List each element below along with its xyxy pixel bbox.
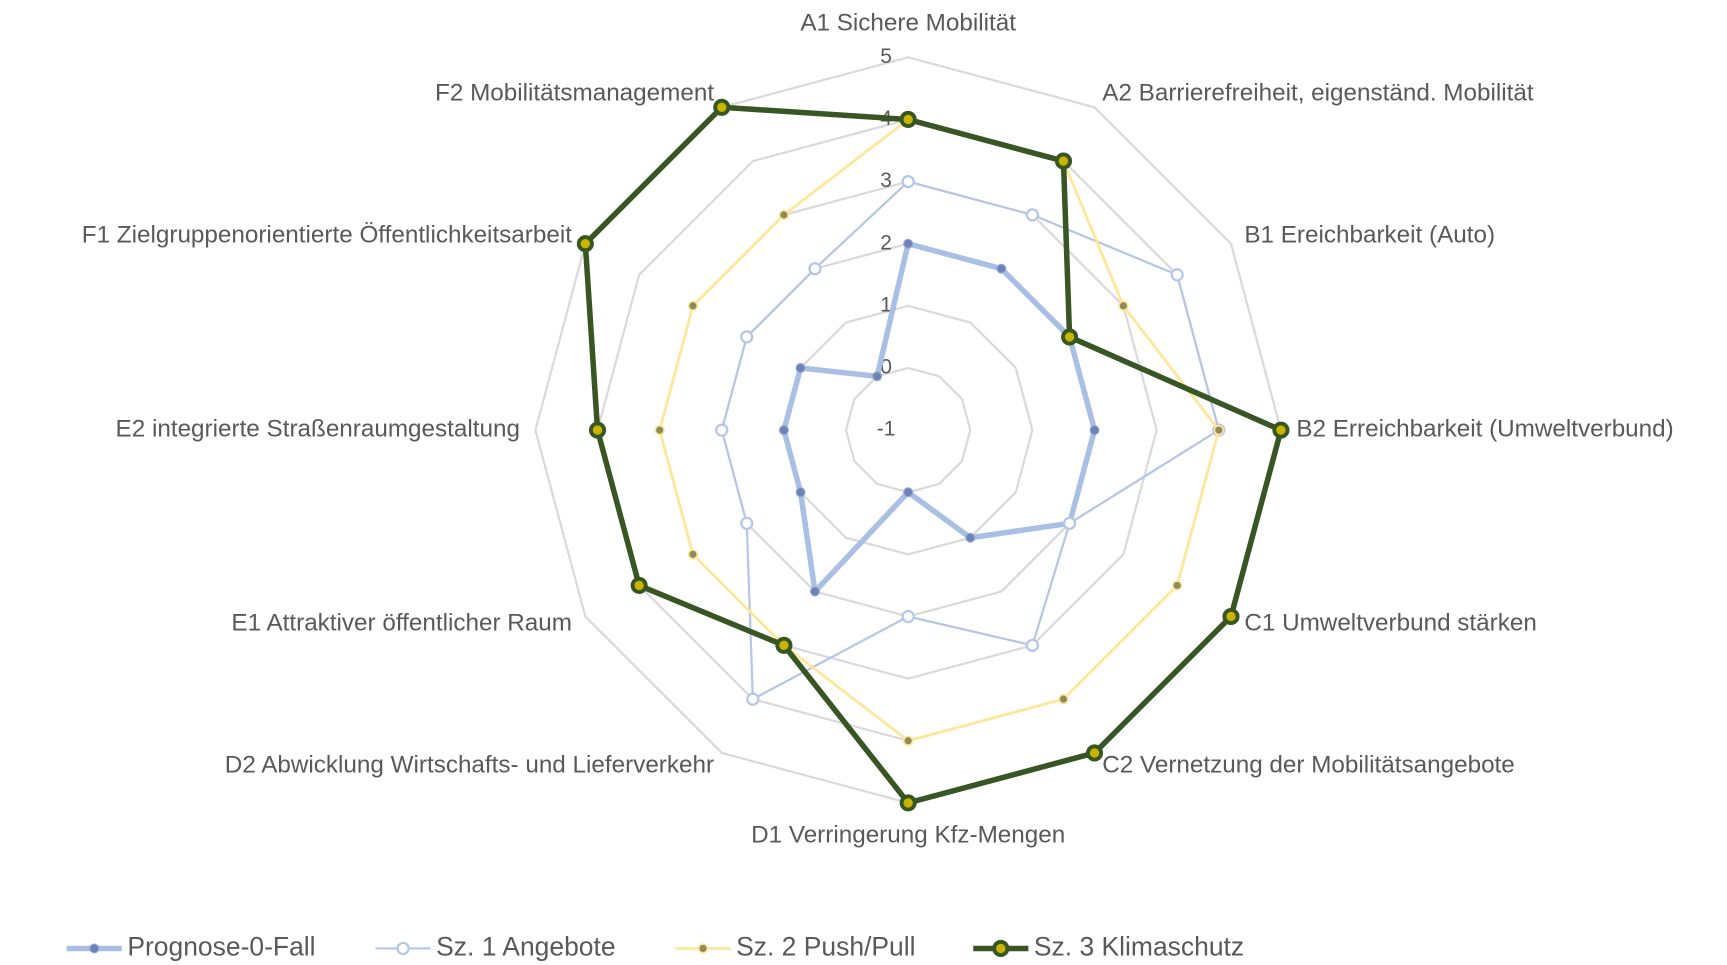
data-point <box>899 110 917 129</box>
series-line <box>781 240 1098 595</box>
data-point <box>872 371 883 382</box>
data-point <box>687 300 699 312</box>
data-point <box>1025 638 1040 652</box>
data-point <box>1061 328 1079 346</box>
data-point <box>778 209 790 221</box>
category-label: B1 Ereichbarkeit (Auto) <box>1244 221 1495 248</box>
data-point <box>899 794 917 812</box>
category-label: C2 Vernetzung der Mobilitätsangebote <box>1102 752 1515 779</box>
legend-marker <box>396 941 410 956</box>
data-point <box>1222 607 1240 626</box>
category-label: C1 Umweltverbund stärken <box>1244 610 1536 637</box>
data-point <box>1171 580 1183 591</box>
category-label: F1 Zielgruppenorientierte Öffentlichkeit… <box>82 221 572 248</box>
legend-label: Sz. 1 Angebote <box>436 931 615 961</box>
data-point <box>996 263 1007 274</box>
tick-label: -1 <box>877 418 896 441</box>
data-point <box>808 262 822 276</box>
data-point <box>775 636 793 654</box>
legend-label: Sz. 2 Push/Pull <box>736 931 915 961</box>
category-label: E1 Attraktiver öffentlicher Raum <box>231 610 572 637</box>
data-point <box>795 487 806 498</box>
data-point <box>903 487 914 498</box>
grid-ring <box>844 366 972 494</box>
data-point <box>1062 516 1077 530</box>
category-label: D2 Abwicklung Wirtschafts- und Lieferver… <box>225 752 714 779</box>
tick-label: 3 <box>880 169 892 192</box>
grid-ring <box>534 56 1283 805</box>
legend-item: Sz. 2 Push/Pull <box>675 931 916 961</box>
data-point <box>687 549 699 560</box>
data-point <box>1086 744 1104 762</box>
data-point <box>965 532 976 543</box>
grid-ring <box>658 180 1158 680</box>
series-line <box>582 104 1284 806</box>
data-point <box>1058 693 1069 705</box>
data-point <box>746 692 760 706</box>
legend-label: Prognose-0-Fall <box>127 931 315 961</box>
data-point <box>576 235 594 253</box>
data-point <box>654 424 665 436</box>
data-point <box>902 735 914 746</box>
grid-ring <box>782 304 1034 556</box>
category-label: B2 Erreichbarkeit (Umweltverbund) <box>1296 416 1673 443</box>
data-point <box>1213 424 1225 436</box>
tick-label: 5 <box>880 45 892 68</box>
category-label: A2 Barrierefreiheit, eigenständ. Mobilit… <box>1102 79 1534 106</box>
data-point <box>810 586 820 597</box>
data-point <box>1054 152 1073 170</box>
data-point <box>1272 421 1290 439</box>
data-point <box>1170 268 1184 282</box>
data-point <box>1118 300 1129 312</box>
tick-label: 1 <box>880 293 892 316</box>
data-point <box>713 98 731 116</box>
data-point <box>901 609 915 624</box>
tick-label: 0 <box>880 356 892 379</box>
data-point <box>1025 208 1040 222</box>
tick-label: 2 <box>880 231 892 254</box>
legend-marker <box>697 943 709 954</box>
data-point <box>901 174 915 189</box>
data-point <box>740 330 754 344</box>
data-point <box>715 423 729 437</box>
category-label: A1 Sichere Mobilität <box>800 10 1016 37</box>
data-point <box>630 576 648 594</box>
category-label: D1 Verringerung Kfz-Mengen <box>751 821 1065 848</box>
data-point <box>740 516 754 530</box>
data-point <box>778 425 789 436</box>
data-point <box>588 421 607 439</box>
category-label: F2 Mobilitätsmanagement <box>435 79 714 106</box>
legend-marker <box>89 943 100 954</box>
data-point <box>1089 425 1100 436</box>
series-line <box>658 118 1221 743</box>
legend-item: Sz. 3 Klimaschutz <box>973 931 1244 961</box>
grid-ring <box>720 242 1096 618</box>
data-point <box>795 363 806 373</box>
category-label: E2 integrierte Straßenraumgestaltung <box>116 416 520 443</box>
grid-ring <box>596 118 1220 742</box>
legend-label: Sz. 3 Klimaschutz <box>1034 931 1244 961</box>
legend-marker <box>992 939 1010 958</box>
legend-item: Sz. 1 Angebote <box>375 931 616 961</box>
legend-item: Prognose-0-Fall <box>66 931 316 961</box>
data-point <box>903 238 914 249</box>
